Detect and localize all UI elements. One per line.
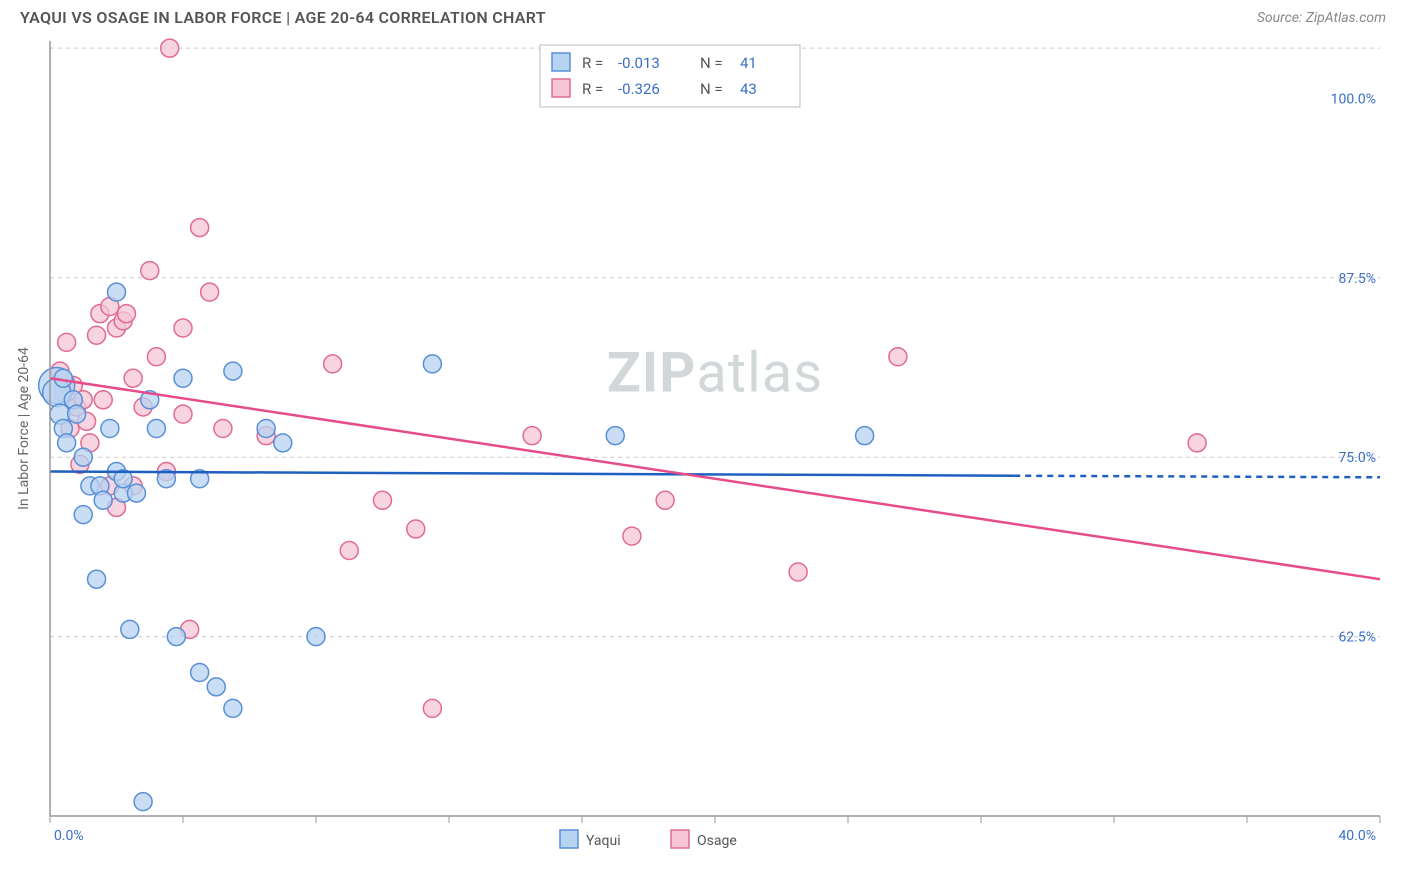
- data-point: [274, 434, 292, 452]
- legend-series-label: Yaqui: [586, 833, 621, 849]
- data-point: [117, 305, 135, 323]
- data-point: [147, 420, 165, 438]
- chart-header: YAQUI VS OSAGE IN LABOR FORCE | AGE 20-6…: [0, 0, 1406, 31]
- data-point: [307, 628, 325, 646]
- data-point: [423, 699, 441, 717]
- data-point: [161, 39, 179, 57]
- data-point: [127, 484, 145, 502]
- legend-n-label: N =: [700, 54, 723, 72]
- data-point: [257, 420, 275, 438]
- y-tick-label: 87.5%: [1338, 271, 1376, 287]
- data-point: [1188, 434, 1206, 452]
- data-point: [324, 355, 342, 373]
- data-point: [656, 491, 674, 509]
- data-point: [124, 369, 142, 387]
- data-point: [174, 369, 192, 387]
- y-tick-label: 75.0%: [1338, 450, 1376, 466]
- data-point: [889, 348, 907, 366]
- data-point: [74, 448, 92, 466]
- legend-r-label: R =: [582, 54, 603, 72]
- data-point: [201, 283, 219, 301]
- x-tick-label: 0.0%: [54, 828, 84, 844]
- y-axis-label: In Labor Force | Age 20-64: [16, 347, 32, 510]
- data-point: [58, 434, 76, 452]
- data-point: [94, 491, 112, 509]
- data-point: [374, 491, 392, 509]
- chart-title: YAQUI VS OSAGE IN LABOR FORCE | AGE 20-6…: [20, 8, 546, 27]
- legend-swatch: [671, 830, 689, 848]
- data-point: [214, 420, 232, 438]
- legend-correlation: [540, 45, 800, 107]
- regression-line: [50, 378, 1380, 579]
- data-point: [108, 283, 126, 301]
- data-point: [58, 333, 76, 351]
- legend-series-label: Osage: [697, 833, 737, 849]
- data-point: [224, 362, 242, 380]
- data-point: [141, 262, 159, 280]
- data-point: [88, 326, 106, 344]
- x-tick-label: 40.0%: [1338, 828, 1376, 844]
- data-point: [407, 520, 425, 538]
- data-point: [167, 628, 185, 646]
- y-tick-label: 62.5%: [1338, 630, 1376, 646]
- data-point: [423, 355, 441, 373]
- data-point: [191, 219, 209, 237]
- data-point: [523, 427, 541, 445]
- legend-r-label: R =: [582, 80, 603, 98]
- data-point: [88, 570, 106, 588]
- legend-n-value: 43: [740, 80, 757, 98]
- regression-line-extrapolated: [1014, 476, 1380, 478]
- legend-n-label: N =: [700, 80, 723, 98]
- data-point: [623, 527, 641, 545]
- chart-source: Source: ZipAtlas.com: [1257, 10, 1386, 26]
- legend-r-value: -0.013: [618, 54, 660, 72]
- data-point: [121, 620, 139, 638]
- data-point: [789, 563, 807, 581]
- data-point: [224, 699, 242, 717]
- legend-r-value: -0.326: [618, 80, 660, 98]
- data-point: [147, 348, 165, 366]
- legend-n-value: 41: [740, 54, 757, 72]
- data-point: [340, 541, 358, 559]
- legend-swatch: [552, 79, 570, 97]
- legend-swatch: [560, 830, 578, 848]
- data-point: [174, 405, 192, 423]
- data-point: [68, 405, 86, 423]
- data-point: [856, 427, 874, 445]
- data-point: [174, 319, 192, 337]
- data-point: [207, 678, 225, 696]
- svg-text:ZIPatlas: ZIPatlas: [607, 340, 823, 406]
- data-point: [606, 427, 624, 445]
- scatter-chart: ZIPatlas 0.0% 40.0% 100.0% 87.5% 75.0% 62.5% In…: [0, 31, 1406, 866]
- data-point: [74, 506, 92, 524]
- data-point: [191, 663, 209, 681]
- data-point: [101, 420, 119, 438]
- chart-container: ZIPatlas 0.0% 40.0% 100.0% 87.5% 75.0% 62.5% In…: [0, 31, 1406, 866]
- data-point: [94, 391, 112, 409]
- legend-swatch: [552, 53, 570, 71]
- y-tick-label: 100.0%: [1331, 91, 1376, 107]
- data-point: [134, 793, 152, 811]
